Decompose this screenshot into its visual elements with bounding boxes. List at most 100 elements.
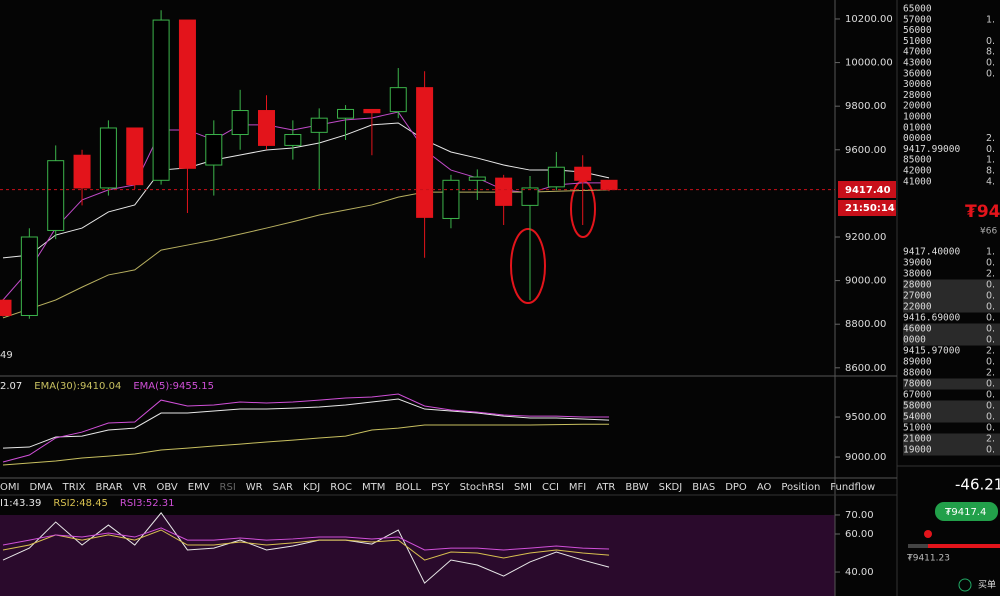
indicator-tab[interactable]: SMI <box>514 482 532 493</box>
indicator-tab[interactable]: BBW <box>625 482 648 493</box>
book-price: 67000 <box>903 390 932 401</box>
indicator-tab[interactable]: BRAR <box>95 482 122 493</box>
book-price: 22000 <box>903 302 932 313</box>
radio[interactable] <box>958 578 972 592</box>
indicator-tab[interactable]: StochRSI <box>460 482 504 493</box>
book-row-bg <box>903 444 1000 456</box>
book-amount: 0. <box>986 423 995 434</box>
indicator-tab[interactable]: KDJ <box>303 482 320 493</box>
book-price: 57000 <box>903 14 932 25</box>
price-pill[interactable] <box>935 502 998 521</box>
book-price: 19000 <box>903 445 932 456</box>
book-price: 0000 <box>903 335 926 346</box>
book-amount: 4. <box>986 176 995 187</box>
annotation-circle <box>510 228 546 304</box>
candle-body <box>284 134 302 146</box>
countdown: 21:50:14 <box>845 203 895 214</box>
book-price: 85000 <box>903 155 932 166</box>
indicator-tab[interactable]: BIAS <box>692 482 715 493</box>
y-tick-label: 8800.00 <box>845 319 886 330</box>
book-price: 46000 <box>903 324 932 335</box>
book-price: 43000 <box>903 58 932 69</box>
slider-pin[interactable] <box>924 530 932 538</box>
indicator-tab[interactable]: ATR <box>596 482 615 493</box>
candle-body <box>547 166 565 188</box>
candle-body <box>126 127 144 186</box>
candle-body <box>231 110 249 136</box>
indicator-tab[interactable]: OMI <box>0 482 19 493</box>
book-amount: 0. <box>986 412 995 423</box>
legend-entry: EMA(30):9410.04 <box>34 381 121 392</box>
indicator-tab[interactable]: OBV <box>156 482 177 493</box>
legend-entry: RSI3:52.31 <box>120 498 175 509</box>
book-amount: 8. <box>986 47 995 58</box>
book-amount: 0. <box>986 357 995 368</box>
book-price: 9416.69000 <box>903 313 960 324</box>
indicator-line <box>2 423 610 466</box>
book-amount: 0. <box>986 302 995 313</box>
candle-body <box>363 108 381 114</box>
candle-body <box>600 179 618 191</box>
candle-body <box>574 166 592 181</box>
indicator-tab[interactable]: BOLL <box>395 482 421 493</box>
indicator-tab[interactable]: VR <box>133 482 147 493</box>
book-price: 65000 <box>903 4 932 15</box>
indicator-tab[interactable]: SKDJ <box>659 482 683 493</box>
y-tick-label: 60.00 <box>845 529 874 540</box>
pill-text[interactable]: ₮9417.4 <box>945 507 986 518</box>
book-price: 47000 <box>903 47 932 58</box>
book-price: 54000 <box>903 412 932 423</box>
indicator-tab[interactable]: SAR <box>273 482 293 493</box>
indicator-tab[interactable]: AO <box>757 482 772 493</box>
indicator-tab[interactable]: TRIX <box>62 482 86 493</box>
book-price: 56000 <box>903 25 932 36</box>
indicator-tab[interactable]: EMV <box>188 482 210 493</box>
indicator-tab[interactable]: Fundflow <box>830 482 875 493</box>
candle-body <box>337 108 355 119</box>
indicator-tab[interactable]: DMA <box>29 482 52 493</box>
book-amount: 0. <box>986 144 995 155</box>
book-amount: 0. <box>986 401 995 412</box>
buy-label[interactable]: 买单 <box>978 579 996 591</box>
candle-body <box>521 187 539 206</box>
book-amount: 0. <box>986 68 995 79</box>
indicator-line <box>2 398 610 449</box>
book-price: 51000 <box>903 36 932 47</box>
indicator-tab[interactable]: Position <box>781 482 820 493</box>
rsi-band <box>0 515 835 596</box>
indicator-tab[interactable]: RSI <box>220 482 236 493</box>
book-price: 30000 <box>903 79 932 90</box>
book-price: 28000 <box>903 280 932 291</box>
book-price: 10000 <box>903 112 932 123</box>
indicator-tab[interactable]: MTM <box>362 482 385 493</box>
indicator-tab[interactable]: PSY <box>431 482 450 493</box>
indicator-tab[interactable]: WR <box>246 482 263 493</box>
indicator-tab[interactable]: CCI <box>542 482 559 493</box>
candle-body <box>0 299 12 316</box>
book-amount: 1. <box>986 14 995 25</box>
indicator-tab[interactable]: MFI <box>569 482 586 493</box>
book-amount: 2. <box>986 368 995 379</box>
book-row-bg <box>903 301 1000 313</box>
indicator-tab[interactable]: ROC <box>330 482 352 493</box>
book-row-bg <box>903 411 1000 423</box>
book-price: 58000 <box>903 401 932 412</box>
book-amount: 0. <box>986 280 995 291</box>
legend-entry: EMA(5):9455.15 <box>133 381 214 392</box>
candle-body <box>495 177 513 206</box>
y-tick-label: 9500.00 <box>845 412 886 423</box>
candle-body <box>73 154 91 189</box>
book-price: 88000 <box>903 368 932 379</box>
book-price: 9417.99000 <box>903 144 960 155</box>
y-tick-label: 10000.00 <box>845 58 893 69</box>
candle-body <box>258 110 275 146</box>
y-tick-label: 9600.00 <box>845 145 886 156</box>
cut-label: 49 <box>0 350 13 361</box>
book-price: 9415.97000 <box>903 346 960 357</box>
book-amount: 1. <box>986 155 995 166</box>
indicator-tab[interactable]: DPO <box>725 482 747 493</box>
book-amount: 0. <box>986 445 995 456</box>
book-row-bg <box>903 323 1000 335</box>
big-price: ₮94 <box>965 202 1000 222</box>
